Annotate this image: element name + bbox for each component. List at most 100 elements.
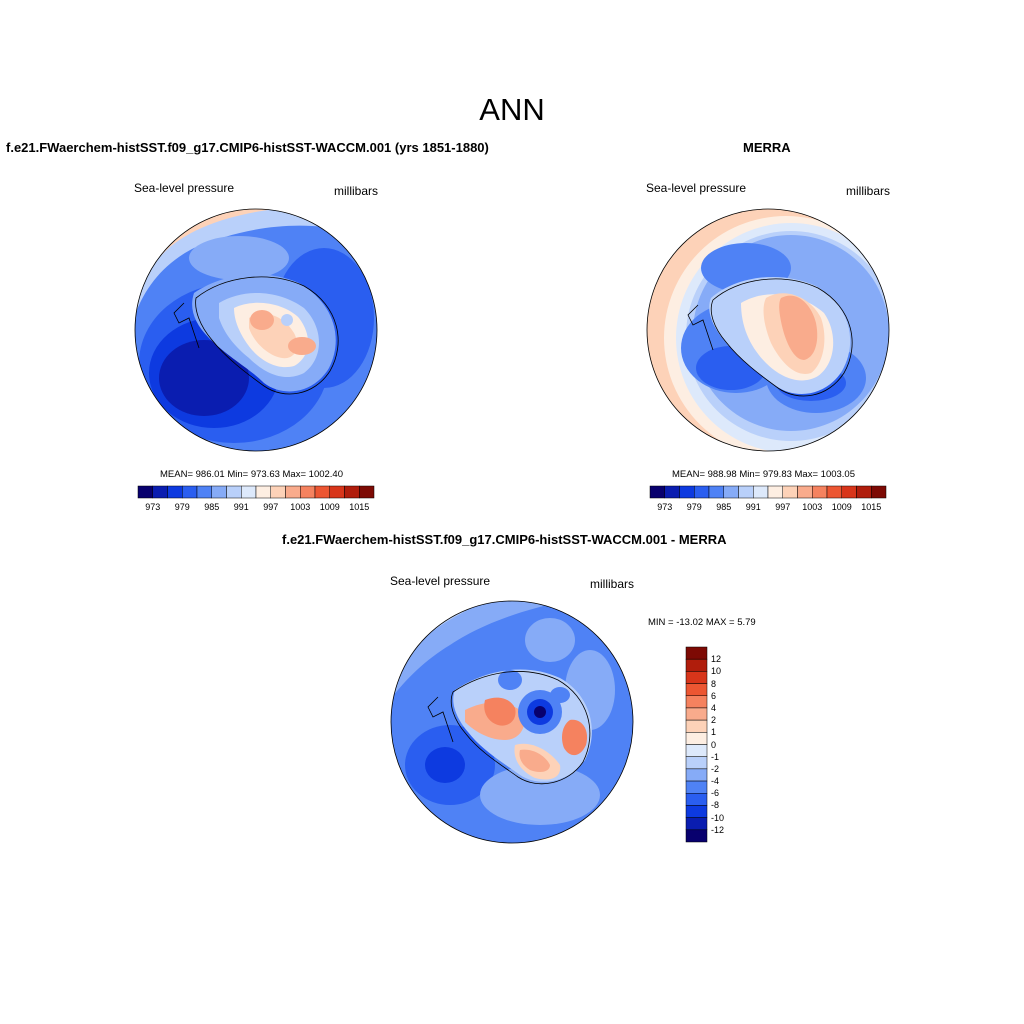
colorbar-swatch <box>767 485 783 499</box>
colorbar-swatch <box>685 732 708 745</box>
colorbar-swatch <box>738 485 754 499</box>
colorbar-tick-label: 979 <box>686 502 702 512</box>
colorbar-swatch <box>797 485 813 499</box>
colorbar-swatch <box>753 485 769 499</box>
obs-units-label: millibars <box>846 184 891 198</box>
colorbar-tick-label: 973 <box>657 502 673 512</box>
obs-summary-stats: MEAN= 988.98 Min= 979.83 Max= 1003.05 <box>672 469 855 480</box>
colorbar-swatch <box>856 485 872 499</box>
colorbar-swatch <box>211 485 227 499</box>
model-variable-label: Sea-level pressure <box>134 181 235 195</box>
colorbar-tick-label: -12 <box>711 824 725 835</box>
colorbar-swatch <box>694 485 710 499</box>
colorbar-swatch <box>685 646 708 660</box>
colorbar-tick-label: -10 <box>711 812 725 823</box>
colorbar-tick-label: 973 <box>145 502 161 512</box>
colorbar-swatch <box>685 707 708 721</box>
colorbar-swatch <box>685 817 708 831</box>
colorbar-swatch <box>314 485 330 499</box>
colorbar-swatch <box>285 485 301 499</box>
diff-variable-label: Sea-level pressure <box>390 574 491 588</box>
colorbar-swatch <box>649 485 665 499</box>
colorbar-tick-label: 997 <box>263 502 279 512</box>
colorbar-swatch <box>137 485 153 499</box>
colorbar-tick-label: 1003 <box>802 502 823 512</box>
colorbar-swatch <box>685 658 708 672</box>
diff-colorbar <box>685 646 708 843</box>
colorbar-tick-label: -6 <box>711 788 720 799</box>
colorbar-swatch <box>685 744 708 757</box>
colorbar-swatch <box>685 719 708 733</box>
colorbar-swatch <box>685 805 708 818</box>
model-panel-title: f.e21.FWaerchem-histSST.f09_g17.CMIP6-hi… <box>6 140 489 155</box>
colorbar-tick-label: 8 <box>711 678 717 689</box>
colorbar-tick-label: 10 <box>711 666 722 677</box>
model-polar-map <box>134 208 378 452</box>
colorbar-swatch <box>812 485 828 499</box>
obs-colorbar <box>649 485 887 499</box>
colorbar-swatch <box>167 485 183 499</box>
obs-colorbar-ticks: 973 979 985 991 997 1003 1009 1015 <box>650 502 886 516</box>
colorbar-tick-label: -2 <box>711 763 720 774</box>
colorbar-swatch <box>359 485 375 499</box>
model-units-label: millibars <box>334 184 379 198</box>
colorbar-tick-label: 1009 <box>319 502 340 512</box>
colorbar-tick-label: 991 <box>745 502 761 512</box>
obs-panel-title: MERRA <box>743 140 791 155</box>
colorbar-swatch <box>826 485 842 499</box>
diff-summary-stats: MIN = -13.02 MAX = 5.79 <box>648 617 756 628</box>
colorbar-swatch <box>685 756 708 770</box>
colorbar-tick-label: -1 <box>711 751 720 762</box>
colorbar-swatch <box>679 485 695 499</box>
colorbar-swatch <box>782 485 798 499</box>
colorbar-swatch <box>685 768 708 782</box>
colorbar-swatch <box>685 671 708 684</box>
obs-variable-label: Sea-level pressure <box>646 181 747 195</box>
colorbar-tick-label: 1 <box>711 727 717 738</box>
colorbar-swatch <box>300 485 316 499</box>
colorbar-tick-label: -4 <box>711 776 720 787</box>
colorbar-swatch <box>182 485 198 499</box>
colorbar-swatch <box>685 829 708 843</box>
colorbar-swatch <box>723 485 739 499</box>
colorbar-swatch <box>708 485 724 499</box>
colorbar-tick-label: 985 <box>716 502 732 512</box>
colorbar-swatch <box>664 485 680 499</box>
colorbar-tick-label: 1015 <box>861 502 882 512</box>
colorbar-tick-label: 12 <box>711 654 722 665</box>
colorbar-tick-label: 2 <box>711 715 717 726</box>
colorbar-swatch <box>241 485 257 499</box>
colorbar-tick-label: 991 <box>233 502 249 512</box>
colorbar-tick-label: 979 <box>174 502 190 512</box>
figure-title: ANN <box>479 92 545 127</box>
colorbar-swatch <box>344 485 360 499</box>
colorbar-swatch <box>255 485 271 499</box>
colorbar-tick-label: 985 <box>204 502 220 512</box>
diff-panel-title: f.e21.FWaerchem-histSST.f09_g17.CMIP6-hi… <box>282 532 727 547</box>
colorbar-tick-label: 1009 <box>831 502 852 512</box>
diff-colorbar-ticks: 12 10 8 6 4 2 1 0 -1 -2 -4 -6 -8 -10 -12 <box>711 647 751 842</box>
colorbar-swatch <box>329 485 345 499</box>
colorbar-tick-label: 1015 <box>349 502 370 512</box>
colorbar-tick-label: 997 <box>775 502 791 512</box>
colorbar-tick-label: 4 <box>711 702 717 713</box>
colorbar-tick-label: 0 <box>711 739 717 750</box>
colorbar-swatch <box>841 485 857 499</box>
colorbar-swatch <box>152 485 168 499</box>
colorbar-swatch <box>685 695 708 709</box>
colorbar-swatch <box>270 485 286 499</box>
colorbar-swatch <box>685 683 708 696</box>
colorbar-swatch <box>685 780 708 794</box>
model-colorbar <box>137 485 375 499</box>
colorbar-swatch <box>196 485 212 499</box>
model-colorbar-ticks: 973 979 985 991 997 1003 1009 1015 <box>138 502 374 516</box>
colorbar-swatch <box>226 485 242 499</box>
colorbar-swatch <box>871 485 887 499</box>
colorbar-tick-label: 1003 <box>290 502 311 512</box>
colorbar-tick-label: 6 <box>711 690 717 701</box>
diff-units-label: millibars <box>590 577 635 591</box>
model-summary-stats: MEAN= 986.01 Min= 973.63 Max= 1002.40 <box>160 469 343 480</box>
colorbar-swatch <box>685 793 708 806</box>
colorbar-tick-label: -8 <box>711 800 720 811</box>
diff-polar-map <box>390 600 634 844</box>
